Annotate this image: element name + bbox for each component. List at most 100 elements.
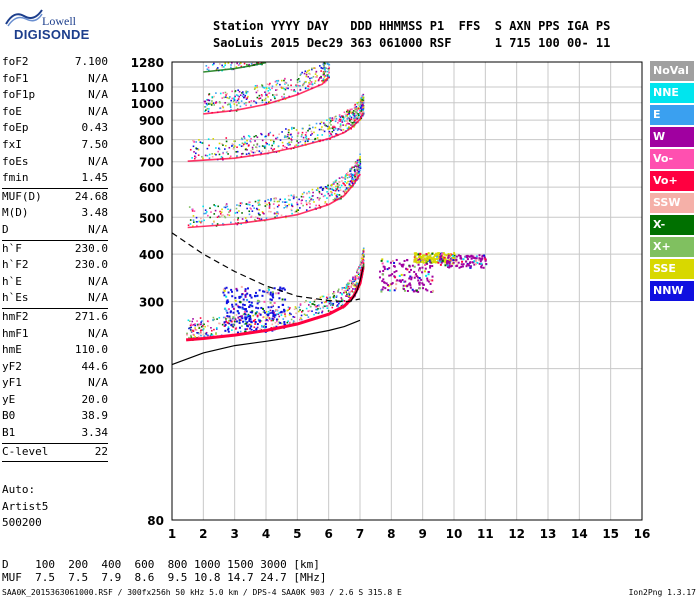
echo-point [223, 66, 225, 68]
echo-point [317, 189, 320, 192]
echo-point [213, 153, 216, 155]
echo-point [316, 134, 319, 136]
echo-point [269, 309, 272, 312]
echo-point [354, 285, 357, 288]
echo-point [274, 216, 276, 219]
echo-point [230, 221, 232, 224]
echo-point [335, 296, 338, 298]
echo-cluster-point [263, 311, 266, 314]
echo-cluster-point [414, 257, 417, 260]
echo-point [337, 301, 340, 303]
echo-cluster-point [271, 293, 274, 296]
echo-point [213, 221, 215, 224]
echo-point [339, 126, 342, 129]
echo-cluster-point [230, 323, 233, 326]
param-row: h`E N/A [2, 274, 108, 291]
echo-point [323, 122, 325, 124]
echo-point [221, 143, 223, 145]
echo-cluster-point [242, 320, 245, 323]
echo-point [287, 131, 290, 134]
echo-point [223, 206, 226, 209]
param-name: MUF(D) [2, 189, 42, 203]
echo-point [343, 287, 346, 289]
echo-point [351, 166, 354, 169]
echo-point [348, 117, 351, 120]
echo-point [225, 203, 228, 205]
trace-profile [171, 319, 361, 366]
echo-point [346, 113, 349, 116]
echo-cluster-point [273, 287, 276, 290]
y-tick-label: 1280 [131, 56, 164, 70]
echo-point [283, 79, 285, 82]
echo-point [305, 307, 308, 310]
echo-point [323, 73, 326, 75]
echo-point [361, 110, 364, 113]
echo-point [344, 177, 346, 179]
echo-cluster-point [417, 290, 420, 293]
echo-point [292, 320, 295, 322]
echo-point [327, 186, 329, 188]
param-value: N/A [88, 291, 108, 305]
echo-point [231, 62, 233, 64]
echo-point [233, 103, 236, 105]
echo-point [197, 332, 200, 335]
echo-point [302, 83, 304, 86]
echo-point [277, 212, 280, 215]
echo-point [267, 90, 270, 92]
echo-point [354, 113, 357, 115]
echo-point [337, 289, 339, 292]
echo-cluster-point [236, 304, 239, 307]
echo-cluster-point [432, 289, 435, 292]
legend-item-vo-: Vo+ [650, 170, 694, 192]
echo-point [339, 118, 342, 121]
echo-point [300, 314, 303, 317]
echo-point [264, 202, 267, 204]
echo-point [351, 123, 354, 126]
echo-cluster-point [398, 274, 401, 277]
echo-cluster-point [421, 282, 424, 285]
echo-point [329, 138, 331, 140]
echo-cluster-point [455, 259, 458, 262]
echo-point [353, 284, 355, 287]
echo-cluster-point [418, 277, 421, 280]
echo-point [335, 133, 338, 136]
echo-point [293, 320, 296, 323]
echo-cluster-point [459, 255, 462, 258]
echo-point [298, 80, 301, 83]
echo-point [212, 319, 214, 321]
muf-table: D 100 200 400 600 800 1000 1500 3000 [km… [2, 558, 327, 584]
echo-cluster-point [246, 298, 249, 301]
echo-cluster-point [428, 279, 431, 282]
echo-cluster-point [441, 255, 444, 258]
echo-point [357, 104, 360, 106]
echo-point [293, 195, 295, 198]
echo-point [248, 152, 250, 155]
echo-point [312, 195, 314, 197]
echo-point [297, 209, 300, 211]
echo-point [191, 208, 194, 211]
echo-point [325, 125, 328, 127]
echo-cluster-point [427, 273, 430, 276]
echo-point [341, 300, 343, 303]
echo-cluster-point [446, 264, 449, 267]
echo-point [284, 204, 287, 206]
echo-cluster-point [279, 321, 282, 324]
echo-point [315, 70, 318, 73]
param-value: 7.100 [74, 55, 108, 68]
echo-point [258, 218, 261, 220]
echo-cluster-point [252, 319, 255, 322]
echo-point [192, 318, 194, 320]
echo-point [352, 111, 354, 114]
echo-cluster-point [403, 280, 406, 283]
echo-point [214, 102, 217, 104]
echo-point [225, 94, 227, 96]
echo-point [347, 173, 350, 176]
echo-point [263, 325, 265, 327]
echo-cluster-point [418, 283, 421, 286]
param-name: h`E [2, 274, 22, 288]
echo-point [275, 84, 278, 86]
echo-point [362, 248, 365, 251]
echo-cluster-point [410, 278, 413, 281]
echo-cluster-point [248, 306, 251, 309]
echo-point [338, 177, 341, 179]
